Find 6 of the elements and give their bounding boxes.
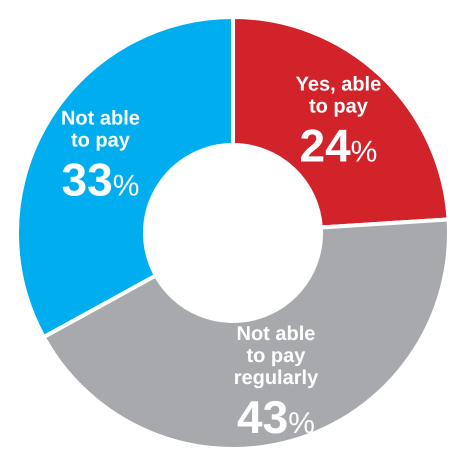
data-label: 43% xyxy=(237,390,315,443)
data-label: 24% xyxy=(299,120,378,172)
slice-label: Not able to pay xyxy=(60,108,140,152)
data-label: 33% xyxy=(62,154,140,206)
slice-label: Yes, able to pay xyxy=(296,74,382,118)
slice-label: Not able to pay regularly xyxy=(234,322,320,389)
